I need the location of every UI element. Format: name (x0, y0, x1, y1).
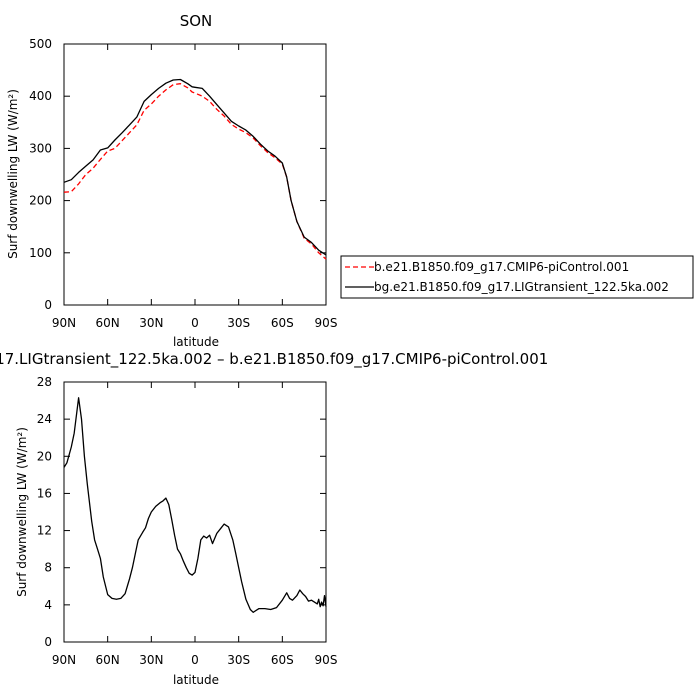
legend-label-LIGtransient: bg.e21.B1850.f09_g17.LIGtransient_122.5k… (374, 280, 669, 294)
top-chart-x-tick-label-2: 30N (139, 316, 163, 330)
top-chart-y-tick-label-2: 200 (29, 194, 52, 208)
top-chart-series-0-line (63, 83, 327, 260)
bottom-chart-title: bg.e21.B1850.f09_g17.LIGtransient_122.5k… (0, 350, 548, 369)
bottom-chart-x-tick-label-2: 30N (139, 653, 163, 667)
top-chart-y-axis-label: Surf downwelling LW (W/m²) (6, 89, 20, 259)
top-chart-x-tick-label-0: 90N (52, 316, 76, 330)
top-chart-x-tick-label-3: 0 (191, 316, 199, 330)
top-chart-x-tick-label-1: 60N (96, 316, 120, 330)
top-chart: SON latitude Surf downwelling LW (W/m²) … (6, 12, 337, 349)
bottom-chart-y-tick-label-0: 0 (44, 635, 52, 649)
bottom-chart-y-tick-label-2: 8 (44, 561, 52, 575)
top-chart-x-tick-label-6: 90S (315, 316, 338, 330)
top-chart-y-tick-label-0: 0 (44, 298, 52, 312)
top-chart-y-tick-label-4: 400 (29, 89, 52, 103)
top-chart-x-axis-label: latitude (173, 335, 219, 349)
top-chart-series-1-line (63, 78, 327, 256)
bottom-chart-y-tick-label-6: 24 (37, 412, 52, 426)
bottom-chart-series-0-line (63, 397, 327, 613)
bottom-chart: bg.e21.B1850.f09_g17.LIGtransient_122.5k… (0, 350, 548, 687)
bottom-chart-y-tick-label-7: 28 (37, 375, 52, 389)
bottom-chart-x-tick-label-1: 60N (96, 653, 120, 667)
bottom-chart-y-axis-label: Surf downwelling LW (W/m²) (15, 427, 29, 597)
top-chart-x-tick-label-4: 30S (227, 316, 250, 330)
top-chart-y-tick-label-3: 300 (29, 141, 52, 155)
top-chart-x-tick-label-5: 60S (271, 316, 294, 330)
top-chart-title: SON (180, 12, 213, 30)
top-chart-y-tick-label-5: 500 (29, 37, 52, 51)
bottom-chart-y-tick-label-4: 16 (37, 486, 52, 500)
legend: b.e21.B1850.f09_g17.CMIP6-piControl.001 … (340, 255, 694, 299)
legend-label-piControl: b.e21.B1850.f09_g17.CMIP6-piControl.001 (374, 260, 629, 274)
top-chart-frame (63, 43, 327, 306)
bottom-chart-y-tick-label-3: 12 (37, 524, 52, 538)
bottom-chart-x-tick-label-0: 90N (52, 653, 76, 667)
bottom-chart-x-tick-label-4: 30S (227, 653, 250, 667)
bottom-chart-y-tick-label-1: 4 (44, 598, 52, 612)
bottom-chart-x-tick-label-3: 0 (191, 653, 199, 667)
legend-box (340, 255, 694, 299)
bottom-chart-x-tick-label-5: 60S (271, 653, 294, 667)
bottom-chart-x-tick-label-6: 90S (315, 653, 338, 667)
bottom-chart-frame (63, 381, 327, 643)
bottom-chart-x-axis-label: latitude (173, 673, 219, 687)
bottom-chart-y-tick-label-5: 20 (37, 449, 52, 463)
top-chart-y-tick-label-1: 100 (29, 246, 52, 260)
